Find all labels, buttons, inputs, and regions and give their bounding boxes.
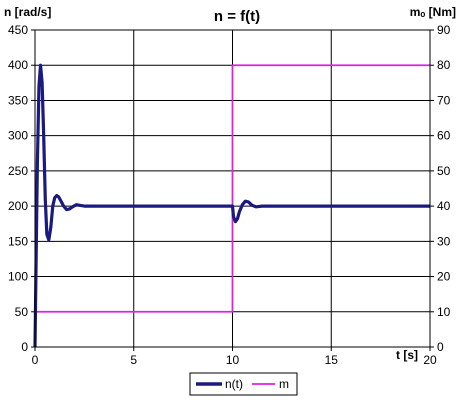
tick-labels: 0 5 10 15 2005010015020025030035040045001020…: [8, 23, 451, 367]
y-right-tick-label: 20: [437, 270, 451, 284]
plot-frame: [34, 29, 431, 348]
y-left-tick-label: 250: [8, 164, 28, 178]
legend: n(t) m: [189, 372, 298, 396]
chart-title: n = f(t): [214, 8, 260, 25]
x-tick-label: 10: [226, 353, 240, 367]
x-tick-label: 20: [423, 353, 437, 367]
legend-box: [189, 372, 298, 396]
y-left-tick-label: 350: [8, 93, 28, 107]
legend-label-m: m: [279, 377, 289, 391]
series-lines: [33, 63, 430, 348]
y-right-tick-label: 30: [437, 234, 451, 248]
series-line-n: [33, 63, 430, 348]
y-axis-left-label: n [rad/s]: [4, 5, 51, 19]
y-right-tick-label: 80: [437, 58, 451, 72]
y-left-tick-label: 200: [8, 199, 28, 213]
y-axis-right-label: mₒ [Nm]: [410, 5, 456, 19]
legend-label-n: n(t): [225, 377, 243, 391]
y-left-tick-label: 300: [8, 129, 28, 143]
series-line-m: [35, 64, 430, 313]
y-left-tick-label: 400: [8, 58, 28, 72]
y-right-tick-label: 10: [437, 305, 451, 319]
y-right-tick-label: 40: [437, 199, 451, 213]
x-tick-label: 15: [325, 353, 339, 367]
y-left-tick-label: 0: [21, 340, 28, 354]
x-tick-label: 0: [32, 353, 39, 367]
y-right-tick-label: 60: [437, 129, 451, 143]
y-left-tick-label: 50: [15, 305, 29, 319]
y-right-tick-label: 0: [437, 340, 444, 354]
y-left-tick-label: 150: [8, 234, 28, 248]
x-tick-label: 5: [130, 353, 137, 367]
x-axis-label: t [s]: [396, 348, 418, 362]
y-left-tick-label: 100: [8, 270, 28, 284]
y-left-tick-label: 450: [8, 23, 28, 37]
y-right-tick-label: 50: [437, 164, 451, 178]
y-right-tick-label: 90: [437, 23, 451, 37]
y-right-tick-label: 70: [437, 93, 451, 107]
